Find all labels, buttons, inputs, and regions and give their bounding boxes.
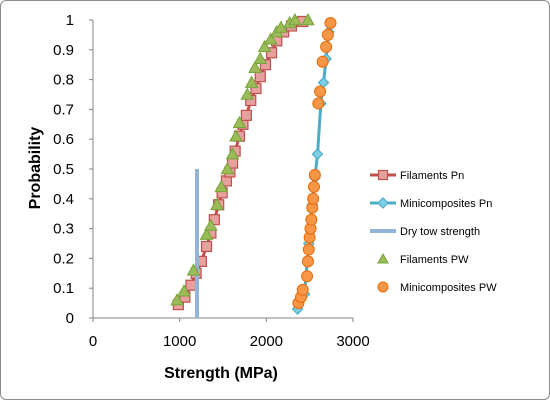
y-axis-title: Probability [27,127,44,210]
y-tick-label: 0.4 [53,191,74,208]
series-filaments-pw [171,14,314,305]
x-tick-label: 3000 [336,333,369,350]
x-tick-label: 0 [89,333,97,350]
data-point [254,53,266,64]
data-point [309,169,320,180]
data-point [322,29,333,40]
y-tick-label: 0.7 [53,101,74,118]
data-point [186,280,196,290]
data-point [297,284,308,295]
x-axis-title: Strength (MPa) [164,365,278,382]
data-point [303,244,314,255]
data-point [313,98,324,109]
legend-label: Filaments Pn [400,170,464,182]
data-point [202,241,212,251]
legend-marker [378,254,388,263]
legend-item: Filaments Pn [370,170,464,182]
data-point [315,86,326,97]
y-tick-label: 1 [66,12,74,29]
legend-label: Minicomposites PW [400,282,497,294]
y-tick-label: 0.1 [53,280,74,297]
y-tick-label: 0 [66,310,74,327]
legend-marker [378,198,388,208]
y-tick-label: 0.9 [53,42,74,59]
y-tick-label: 0.3 [53,221,74,238]
data-point [241,110,251,120]
legend-label: Filaments PW [400,254,469,266]
legend-item: Minicomposites Pn [370,198,492,210]
legend-marker [379,171,388,180]
data-point [255,72,265,82]
y-tick-label: 0.6 [53,131,74,148]
legend-item: Minicomposites PW [378,282,497,294]
data-point [302,256,313,267]
legend-label: Minicomposites Pn [400,198,492,210]
y-tick-label: 0.8 [53,72,74,89]
y-tick-label: 0.5 [53,161,74,178]
data-point [312,149,322,159]
data-point [302,271,313,282]
data-point [317,56,328,67]
legend-label: Dry tow strength [400,226,480,238]
data-point [321,41,332,52]
legend: Filaments Pn Minicomposites Pn Dry tow str… [370,170,497,294]
legend-item: Dry tow strength [370,226,480,238]
data-point [308,193,319,204]
x-tick-label: 2000 [250,333,283,350]
x-tick-label: 1000 [163,333,196,350]
data-point [309,181,320,192]
data-point [306,214,317,225]
legend-marker [378,282,388,292]
data-point [325,17,336,28]
y-tick-label: 0.2 [53,250,74,267]
legend-item: Filaments PW [378,254,469,266]
plot-area [89,14,353,322]
